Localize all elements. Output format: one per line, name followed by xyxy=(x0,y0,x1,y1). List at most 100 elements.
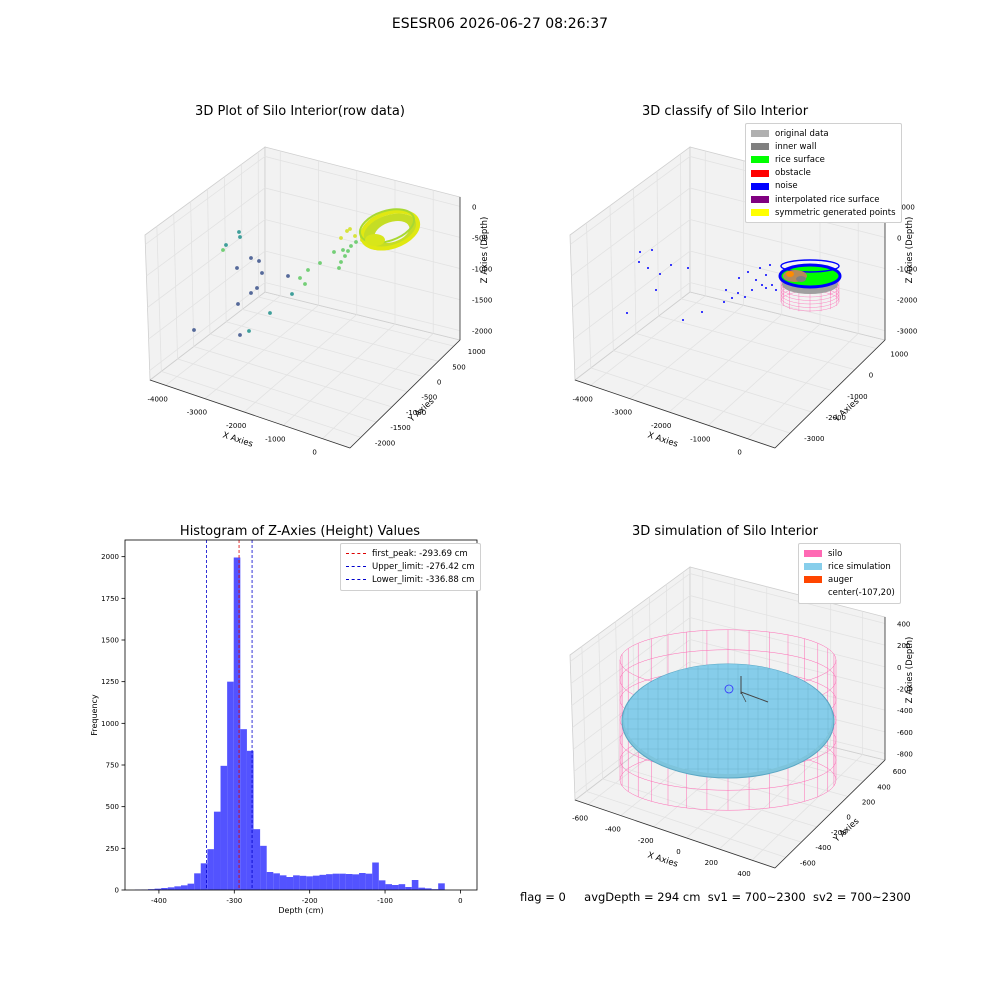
legend-item: auger xyxy=(804,573,895,586)
plot1-title: 3D Plot of Silo Interior(row data) xyxy=(195,104,405,119)
histogram-bar xyxy=(174,886,181,890)
x-tick-label: -1000 xyxy=(690,435,710,443)
z-tick-label: 200 xyxy=(897,642,910,650)
noise-point xyxy=(771,284,773,286)
data-point xyxy=(303,282,307,286)
data-point xyxy=(268,311,272,315)
data-point xyxy=(354,240,358,244)
legend-swatch xyxy=(804,590,822,597)
noise-point xyxy=(765,274,767,276)
x-axis-line xyxy=(149,379,351,449)
histogram-bar xyxy=(365,873,373,890)
grid-line xyxy=(718,746,831,850)
grid-line xyxy=(226,321,423,377)
noise-point xyxy=(755,279,757,281)
y-tick-label: -1000 xyxy=(406,409,426,417)
noise-point xyxy=(626,312,628,314)
grid-line xyxy=(658,315,855,371)
grid-line xyxy=(193,346,392,408)
y-tick-label: -400 xyxy=(815,844,831,852)
grid-line xyxy=(747,333,859,439)
histogram-bar xyxy=(240,729,247,890)
histogram-bar xyxy=(345,874,353,890)
grid-line xyxy=(668,314,783,413)
histogram-bar xyxy=(359,873,366,890)
data-point xyxy=(237,230,241,234)
x-tick-label: -4000 xyxy=(573,395,593,403)
grid-line xyxy=(680,298,877,349)
grid-line xyxy=(242,308,439,362)
grid-line xyxy=(165,295,281,386)
x-tick-label: 200 xyxy=(705,859,718,867)
legend-label: rice surface xyxy=(775,154,825,165)
data-point xyxy=(192,328,196,332)
y-tick-label: 0 xyxy=(869,372,873,380)
x-tick-label: 0 xyxy=(737,449,741,457)
data-point xyxy=(348,227,352,231)
y-tick-label: 0 xyxy=(437,379,441,387)
y-tick-label: 1250 xyxy=(101,678,119,686)
legend-item: silo xyxy=(804,547,895,560)
data-point xyxy=(238,333,242,337)
data-point xyxy=(306,268,310,272)
z-tick-label: -200 xyxy=(897,686,913,694)
legend-item: noise xyxy=(751,180,896,193)
data-point xyxy=(260,271,264,275)
noise-point xyxy=(670,264,672,266)
histogram-bar xyxy=(306,876,313,890)
data-point xyxy=(341,248,345,252)
grid-line xyxy=(258,296,454,347)
legend-label: first_peak: -293.69 cm xyxy=(372,548,468,559)
legend-item: original data xyxy=(751,127,896,140)
center-marker xyxy=(724,684,734,694)
noise-point xyxy=(761,284,763,286)
plot4-axes: -600-400-20002004006004002000-200-400-60… xyxy=(569,566,915,878)
data-point xyxy=(247,329,251,333)
y-tick-label: 1000 xyxy=(468,348,486,356)
sv1-text: sv1 = 700~2300 xyxy=(707,890,806,904)
histogram-bar xyxy=(352,874,360,890)
y-tick-label: 750 xyxy=(106,762,119,770)
grid-line xyxy=(590,367,791,434)
histogram-bar xyxy=(161,888,168,890)
z-tick-label: 0 xyxy=(472,203,476,211)
noise-point xyxy=(775,289,777,291)
plot1-axes: -4000-3000-2000-1000010005000-500-1000-1… xyxy=(144,146,492,457)
noise-ring xyxy=(780,259,840,273)
x-tick-label: -1000 xyxy=(265,435,285,443)
noise-point xyxy=(765,287,767,289)
x-tick-label: 400 xyxy=(737,870,750,878)
z-tick-label: -800 xyxy=(897,751,913,759)
legend-item: Lower_limit: -336.88 cm xyxy=(346,573,475,586)
grid-line xyxy=(283,323,396,426)
legend-swatch xyxy=(751,143,769,151)
noise-point xyxy=(639,251,641,253)
y-tick-label: 200 xyxy=(862,799,875,807)
noise-point xyxy=(769,264,771,266)
z-axis-label: Z Axies (Depth) xyxy=(905,637,915,704)
z-tick-label: -2000 xyxy=(472,328,492,336)
status-footer: flag = 0 avgDepth = 294 cm sv1 = 700~230… xyxy=(520,890,911,904)
histogram-bar xyxy=(200,863,208,890)
legend-item: obstacle xyxy=(751,167,896,180)
grid-line xyxy=(149,282,461,371)
noise-point xyxy=(651,249,653,251)
histogram-bar xyxy=(372,862,379,890)
histogram-bar xyxy=(326,874,333,890)
histogram-bar xyxy=(253,829,261,890)
histogram-bar xyxy=(385,884,393,890)
histogram-bar xyxy=(405,887,412,890)
legend-swatch xyxy=(804,563,822,571)
histogram-bar xyxy=(319,874,327,890)
histogram-bar xyxy=(273,873,280,890)
auger-arm xyxy=(740,691,769,703)
data-point xyxy=(224,243,228,247)
sv2-text: sv2 = 700~2300 xyxy=(812,890,911,904)
noise-point xyxy=(682,319,684,321)
surface-cluster xyxy=(365,234,385,246)
grid-line xyxy=(161,370,361,438)
noise-point xyxy=(747,271,749,273)
histogram-bar xyxy=(279,875,287,890)
data-point xyxy=(332,250,336,254)
grid-line xyxy=(148,250,461,340)
